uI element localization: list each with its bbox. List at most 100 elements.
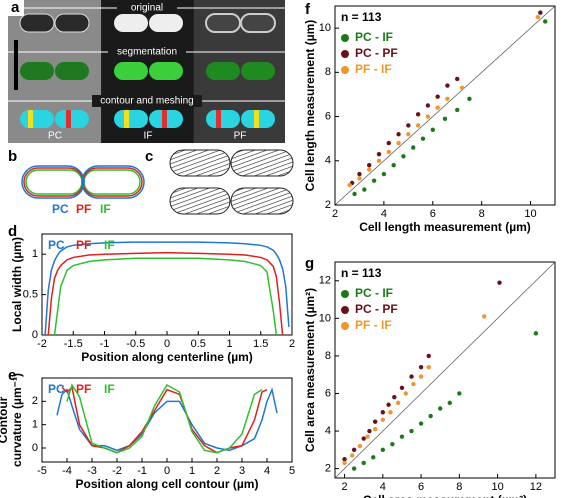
series-line: [53, 257, 278, 336]
point: [376, 151, 382, 157]
mesh-cell: [230, 187, 294, 215]
mesh-band: [28, 110, 33, 128]
x-axis-label: Cell area measurement (µm²): [363, 493, 527, 498]
legend-marker: [341, 34, 349, 42]
y-tick-label: 2: [32, 395, 38, 407]
point: [342, 457, 347, 462]
y-tick-label: 2: [325, 463, 331, 475]
point: [367, 167, 372, 172]
panel-letter: g: [305, 255, 314, 272]
cell: [206, 62, 240, 80]
panel-b: [21, 165, 145, 199]
x-tick-label: -1: [137, 465, 147, 477]
legend-entry: IF: [104, 382, 115, 396]
letter-back: [8, 0, 24, 16]
x-tick-label: -3: [87, 465, 97, 477]
y-axis-label: Contour: [0, 396, 10, 443]
scale-bar: [14, 40, 18, 90]
x-tick-label: -2: [112, 465, 122, 477]
legend-entry: PF: [76, 238, 91, 252]
legend-marker: [341, 50, 349, 58]
cell: [55, 62, 89, 80]
cell: [19, 13, 55, 33]
point: [543, 19, 548, 24]
x-axis-label: Cell length measurement (µm): [359, 220, 531, 234]
point: [538, 10, 543, 15]
x-tick-label: 1: [189, 465, 195, 477]
y-tick-label: 0: [32, 442, 38, 454]
point: [371, 178, 377, 183]
mesh-band: [66, 110, 71, 128]
point: [351, 447, 357, 453]
point: [445, 96, 450, 102]
y-tick-label: 0.5: [23, 289, 38, 301]
identity-line: [334, 261, 556, 479]
point: [447, 400, 452, 406]
y-tick-label: 2: [325, 199, 331, 211]
point: [409, 428, 414, 434]
point: [388, 410, 393, 415]
y-tick-label: 1: [32, 419, 38, 431]
point: [386, 140, 391, 146]
x-tick-label: 0: [164, 338, 170, 350]
cell: [20, 62, 54, 80]
row-label: contour and meshing: [100, 96, 193, 107]
mesh: [55, 110, 89, 128]
legend-entry: PC: [48, 238, 65, 252]
point: [342, 460, 347, 466]
point: [415, 112, 421, 117]
x-tick-label: 2: [342, 481, 348, 493]
series-line: [47, 251, 284, 336]
point: [418, 421, 424, 426]
x-tick-label: 8: [456, 481, 462, 493]
annotation: n = 113: [341, 10, 382, 24]
outline-label: IF: [100, 202, 111, 216]
point: [371, 455, 376, 460]
x-tick-label: -1: [100, 338, 110, 350]
panel-letter: e: [8, 367, 16, 384]
point: [426, 353, 431, 359]
x-tick-label: -1.5: [64, 338, 83, 350]
column-label: PF: [234, 131, 247, 142]
x-tick-label: -0.5: [126, 338, 145, 350]
column-label: PC: [48, 131, 62, 142]
point: [367, 163, 372, 168]
legend-marker: [341, 66, 349, 74]
y-tick-label: 0: [32, 329, 38, 341]
point: [361, 460, 366, 466]
point: [357, 171, 362, 177]
point: [457, 391, 462, 396]
x-tick-label: 5: [289, 465, 295, 477]
x-tick-label: 0.5: [191, 338, 206, 350]
cell: [149, 14, 183, 32]
point: [390, 441, 395, 447]
outline: [21, 165, 85, 199]
legend-marker: [341, 306, 349, 314]
point: [406, 123, 411, 128]
y-tick-label: 10: [319, 22, 331, 34]
point: [467, 96, 472, 102]
point: [409, 374, 414, 379]
point: [362, 187, 367, 192]
x-tick-label: 3: [239, 465, 245, 477]
point: [430, 127, 435, 133]
column-label: IF: [144, 131, 153, 142]
x-axis-label: Position along centerline (µm): [81, 350, 253, 364]
y-tick-label: 10: [319, 312, 331, 324]
point: [376, 158, 382, 163]
panel-a: original segmentation contour and meshin…: [8, 0, 285, 143]
point: [415, 123, 421, 128]
point: [399, 434, 405, 439]
mesh: [114, 110, 148, 128]
x-tick-label: -2: [37, 338, 47, 350]
identity-line: [334, 5, 556, 206]
point: [403, 391, 408, 396]
panel-letter: a: [11, 0, 20, 16]
label-back: [92, 95, 202, 107]
point: [420, 136, 426, 141]
plot-frame: [334, 261, 556, 479]
point: [396, 140, 401, 146]
point: [352, 191, 357, 197]
point: [396, 132, 401, 137]
